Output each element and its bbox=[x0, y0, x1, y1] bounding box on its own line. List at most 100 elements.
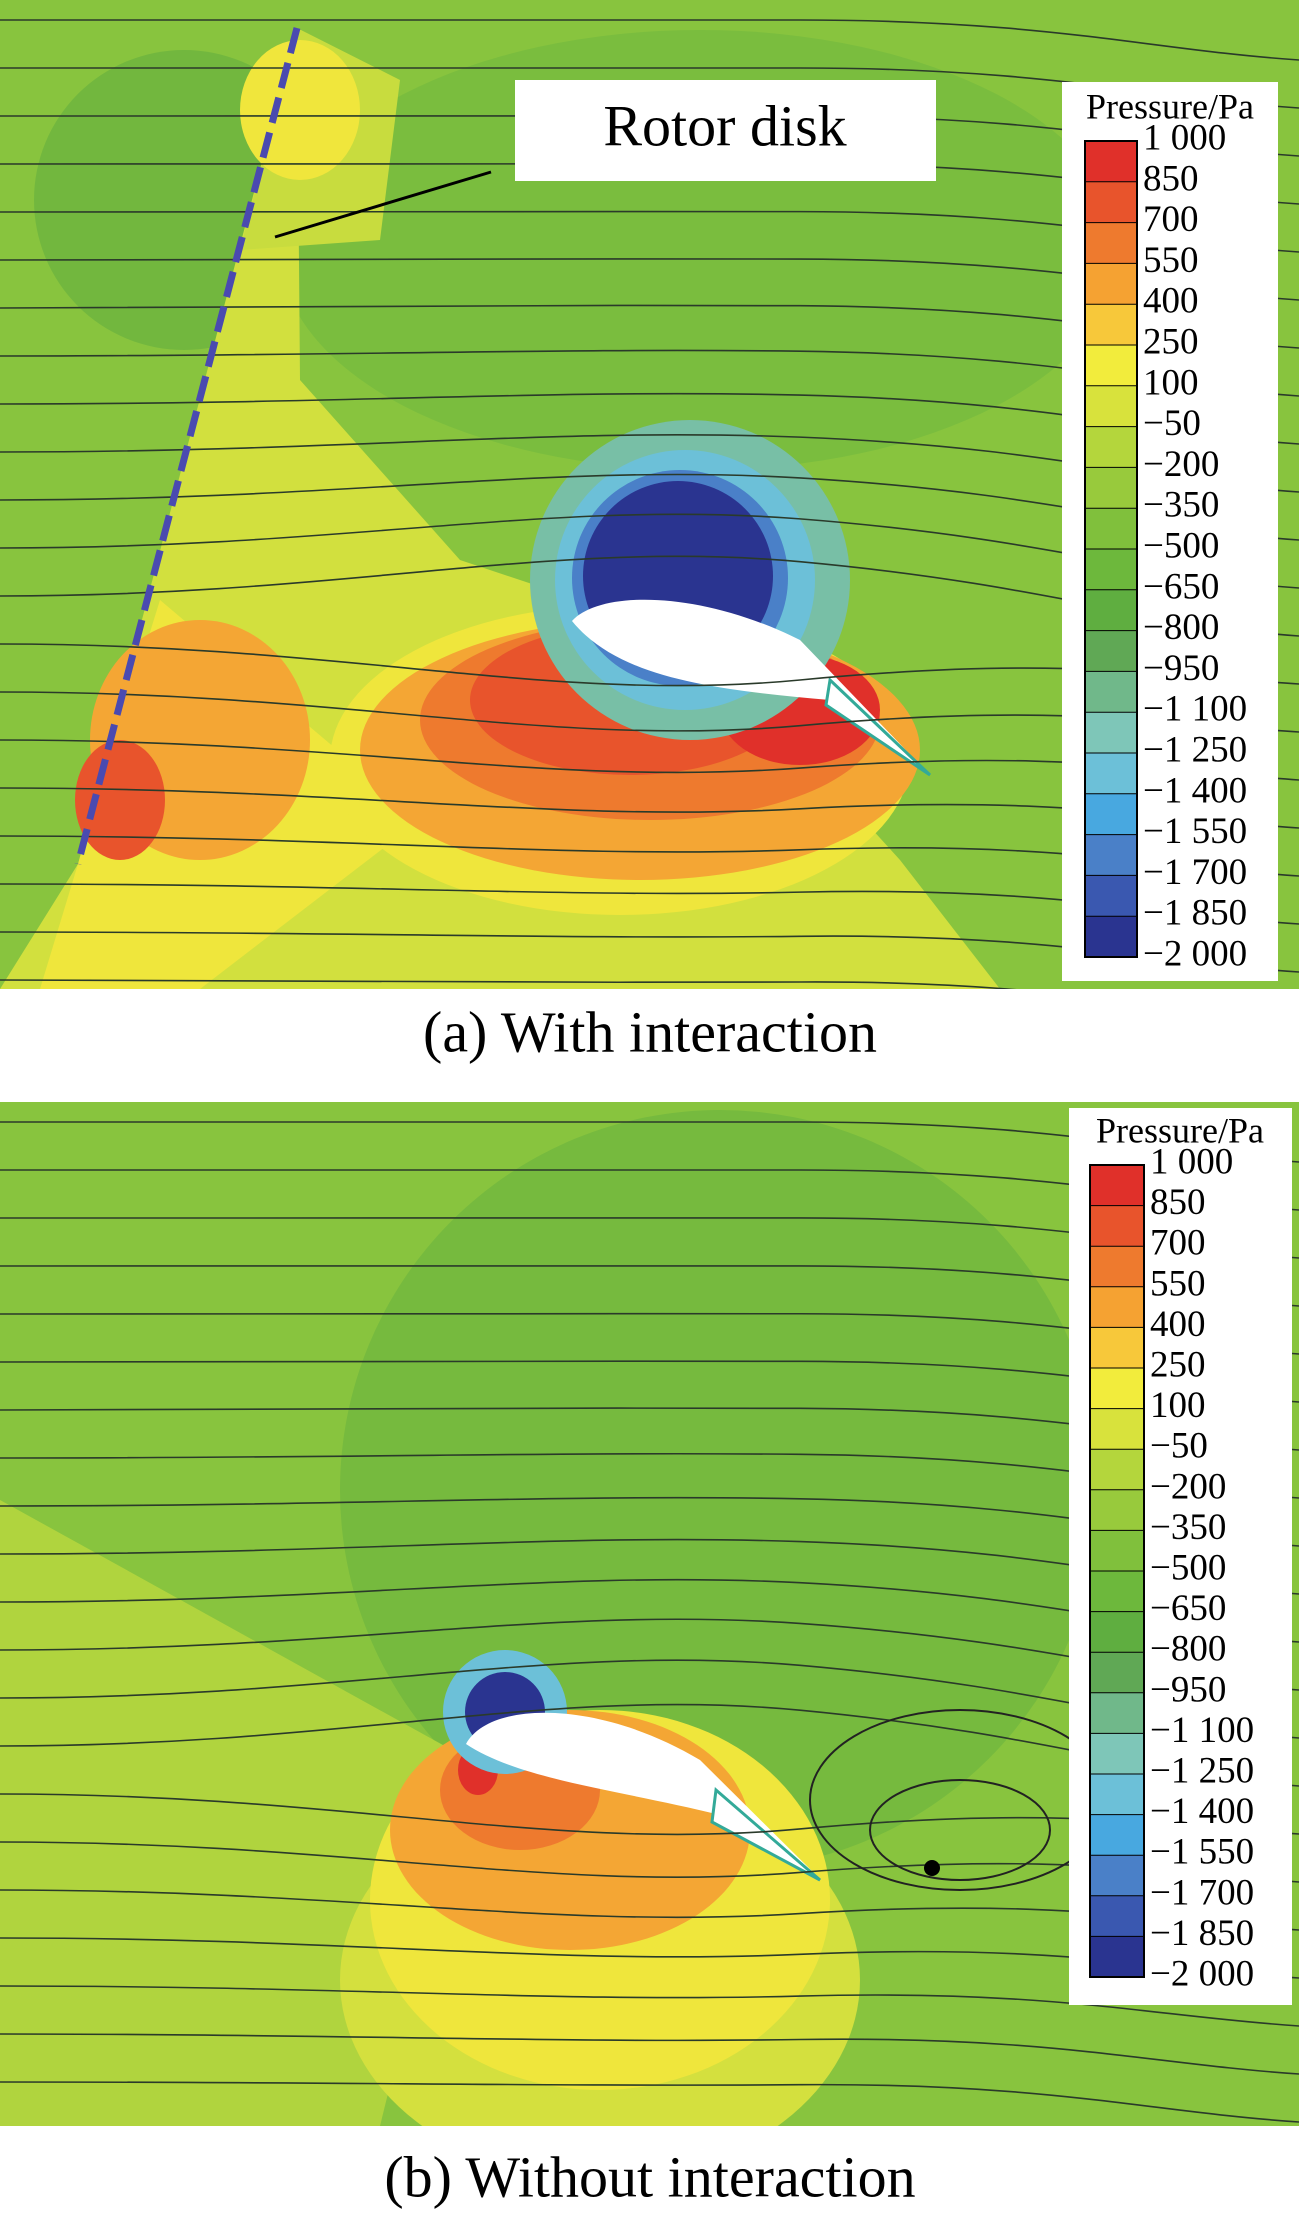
legend-label: 850 bbox=[1150, 1182, 1206, 1223]
legend-label: −1 550 bbox=[1143, 811, 1247, 852]
contour-b bbox=[0, 1102, 1299, 2126]
legend-label: 250 bbox=[1150, 1344, 1206, 1385]
legend-label: 100 bbox=[1143, 362, 1199, 403]
legend-label: −50 bbox=[1143, 403, 1201, 444]
legend-label: −1 100 bbox=[1150, 1710, 1254, 1751]
annotation-box bbox=[515, 80, 936, 181]
legend-swatch bbox=[1085, 426, 1137, 468]
legend-label: 550 bbox=[1143, 240, 1199, 281]
legend-swatch bbox=[1085, 793, 1137, 836]
legend-label: −1 400 bbox=[1143, 770, 1247, 811]
legend-label: −200 bbox=[1150, 1466, 1226, 1507]
legend-swatch bbox=[1085, 263, 1137, 305]
legend-swatch bbox=[1090, 1855, 1144, 1897]
legend-swatch bbox=[1085, 753, 1137, 795]
legend-swatch bbox=[1090, 1611, 1144, 1653]
legend-label: −50 bbox=[1150, 1426, 1208, 1467]
legend-swatch bbox=[1085, 712, 1137, 754]
legend-label: −800 bbox=[1143, 607, 1219, 648]
streamline bbox=[0, 2033, 1299, 2075]
legend-swatch bbox=[1090, 1246, 1144, 1288]
legend-label: −650 bbox=[1150, 1588, 1226, 1629]
legend-swatch bbox=[1085, 589, 1137, 632]
legend-label: −950 bbox=[1150, 1669, 1226, 1710]
legend-label: −1 400 bbox=[1150, 1791, 1254, 1832]
legend-swatch bbox=[1085, 141, 1137, 183]
legend-swatch bbox=[1085, 671, 1137, 713]
legend-swatch bbox=[1085, 916, 1137, 958]
legend-swatch bbox=[1085, 508, 1137, 550]
region bbox=[240, 40, 360, 180]
legend-label: −350 bbox=[1143, 485, 1219, 526]
legend-label: 250 bbox=[1143, 321, 1199, 362]
legend-label: 400 bbox=[1150, 1304, 1206, 1345]
legend-swatch bbox=[1090, 1774, 1144, 1816]
legend-swatch bbox=[1085, 385, 1137, 428]
legend-label: −800 bbox=[1150, 1629, 1226, 1670]
legend-label: −1 100 bbox=[1143, 689, 1247, 730]
legend-swatch bbox=[1090, 1936, 1144, 1978]
legend-label: −1 850 bbox=[1150, 1913, 1254, 1954]
legend-swatch bbox=[1090, 1327, 1144, 1369]
legend-label: −500 bbox=[1150, 1547, 1226, 1588]
legend-swatch bbox=[1090, 1692, 1144, 1734]
legend-label: 700 bbox=[1150, 1223, 1206, 1264]
legend-swatch bbox=[1085, 875, 1137, 917]
region bbox=[75, 740, 165, 860]
legend-label: 700 bbox=[1143, 199, 1199, 240]
legend-swatch bbox=[1090, 1205, 1144, 1247]
airfoil bbox=[466, 1712, 819, 1878]
legend-label: 400 bbox=[1143, 281, 1199, 322]
legend-label: 1 000 bbox=[1143, 117, 1226, 158]
legend-label: 850 bbox=[1143, 158, 1199, 199]
legend-label: −1 700 bbox=[1143, 852, 1247, 893]
legend-label: −2 000 bbox=[1143, 933, 1247, 974]
legend-title: Pressure/Pa bbox=[1096, 1110, 1264, 1150]
legend-label: −650 bbox=[1143, 566, 1219, 607]
vortex bbox=[869, 1779, 1051, 1881]
legend-swatch bbox=[1090, 1449, 1144, 1491]
legend-swatch bbox=[1090, 1895, 1144, 1937]
streamline bbox=[0, 979, 1017, 989]
caption: (a) With interaction bbox=[423, 999, 877, 1064]
legend-label: −1 250 bbox=[1150, 1750, 1254, 1791]
streamline bbox=[0, 1985, 1299, 2027]
legend-label: −1 700 bbox=[1150, 1872, 1254, 1913]
legend-swatch bbox=[1085, 304, 1137, 346]
legend-swatch bbox=[1090, 1165, 1144, 1207]
vortex-core bbox=[924, 1860, 940, 1876]
legend-swatch bbox=[1085, 181, 1137, 224]
legend-swatch bbox=[1090, 1286, 1144, 1328]
legend-swatch bbox=[1090, 1368, 1144, 1410]
legend-label: −2 000 bbox=[1150, 1953, 1254, 1994]
caption: (b) Without interaction bbox=[384, 2144, 915, 2209]
legend-swatch bbox=[1085, 467, 1137, 509]
contour-a: Rotor disk bbox=[0, 0, 1299, 989]
legend-label: −1 250 bbox=[1143, 729, 1247, 770]
legend-label: −350 bbox=[1150, 1507, 1226, 1548]
legend-swatch bbox=[1090, 1530, 1144, 1572]
streamline bbox=[0, 2081, 1299, 2123]
legend-swatch bbox=[1085, 345, 1137, 387]
legend-swatch bbox=[1085, 834, 1137, 876]
legend-label: −1 850 bbox=[1143, 893, 1247, 934]
airfoil bbox=[572, 599, 925, 770]
leader-line bbox=[274, 170, 492, 239]
legend-label: 550 bbox=[1150, 1263, 1206, 1304]
legend-label: −950 bbox=[1143, 648, 1219, 689]
annotation: Rotor disk bbox=[603, 93, 846, 158]
streamline bbox=[0, 19, 1299, 61]
legend-label: 1 000 bbox=[1150, 1141, 1233, 1182]
flap bbox=[824, 676, 932, 777]
rotor-disk bbox=[74, 27, 301, 865]
legend-swatch bbox=[1085, 549, 1137, 591]
legend-swatch bbox=[1090, 1571, 1144, 1613]
legend-label: 100 bbox=[1150, 1385, 1206, 1426]
legend-label: −500 bbox=[1143, 525, 1219, 566]
flap bbox=[710, 1787, 821, 1882]
legend-swatch bbox=[1085, 222, 1137, 264]
legend-swatch bbox=[1090, 1652, 1144, 1694]
legend-label: −200 bbox=[1143, 444, 1219, 485]
legend-swatch bbox=[1090, 1733, 1144, 1775]
